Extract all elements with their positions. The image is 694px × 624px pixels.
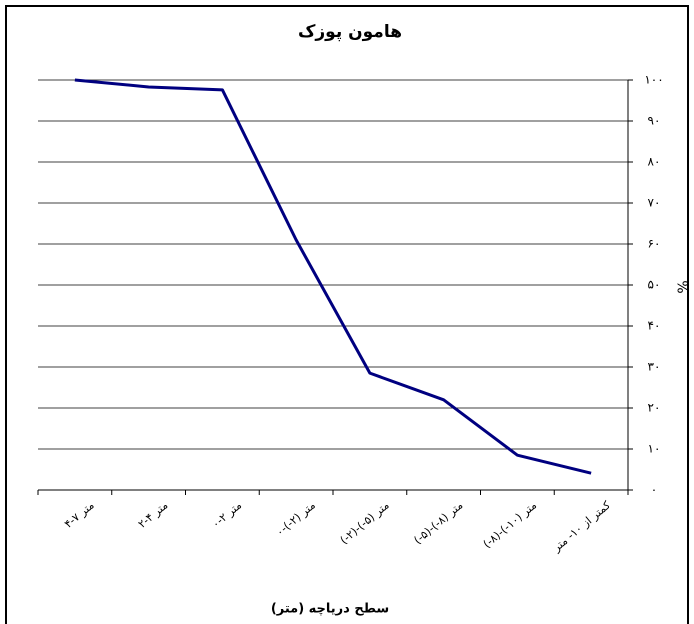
- chart-title: هامون پوزک: [298, 22, 402, 42]
- x-tick-label: کمتر از ۱۰- متر: [550, 498, 614, 555]
- y-tick-label: ۷۰: [648, 196, 661, 210]
- x-tick-label: (-۲)-(-۵) متر: [338, 499, 392, 547]
- y-tick-label: ۹۰: [648, 114, 661, 128]
- y-tick-label: ۴۰: [648, 319, 661, 333]
- y-tick-label: ۶۰: [648, 237, 661, 251]
- x-tick-label: ۲-۴ متر: [136, 499, 171, 531]
- y-tick-label: ۸۰: [648, 155, 661, 169]
- x-tick-label: ۴-۷ متر: [62, 499, 97, 531]
- y-tick-label: ۳۰: [648, 360, 661, 374]
- y-tick-label: ۲۰: [648, 401, 661, 415]
- x-axis-title: سطح دریاچه (متر): [271, 602, 389, 617]
- y-tick-label: ۵۰: [648, 278, 661, 292]
- x-tick-label: (-۵)-(-۸) متر: [411, 499, 465, 547]
- x-tick-label: (-۸)-(-۱۰) متر: [481, 499, 540, 551]
- y-tick-label: ۱۰۰: [644, 73, 663, 87]
- data-line: [74, 78, 592, 475]
- y-axis-title: %: [676, 280, 692, 293]
- chart-frame: [5, 5, 689, 624]
- x-tick-label: ۰-۲ متر: [209, 499, 244, 531]
- y-tick-label: ۱۰: [648, 442, 661, 456]
- y-tick-label: ۰: [651, 483, 657, 497]
- x-tick-label: ۰-(-۲) متر: [274, 499, 319, 539]
